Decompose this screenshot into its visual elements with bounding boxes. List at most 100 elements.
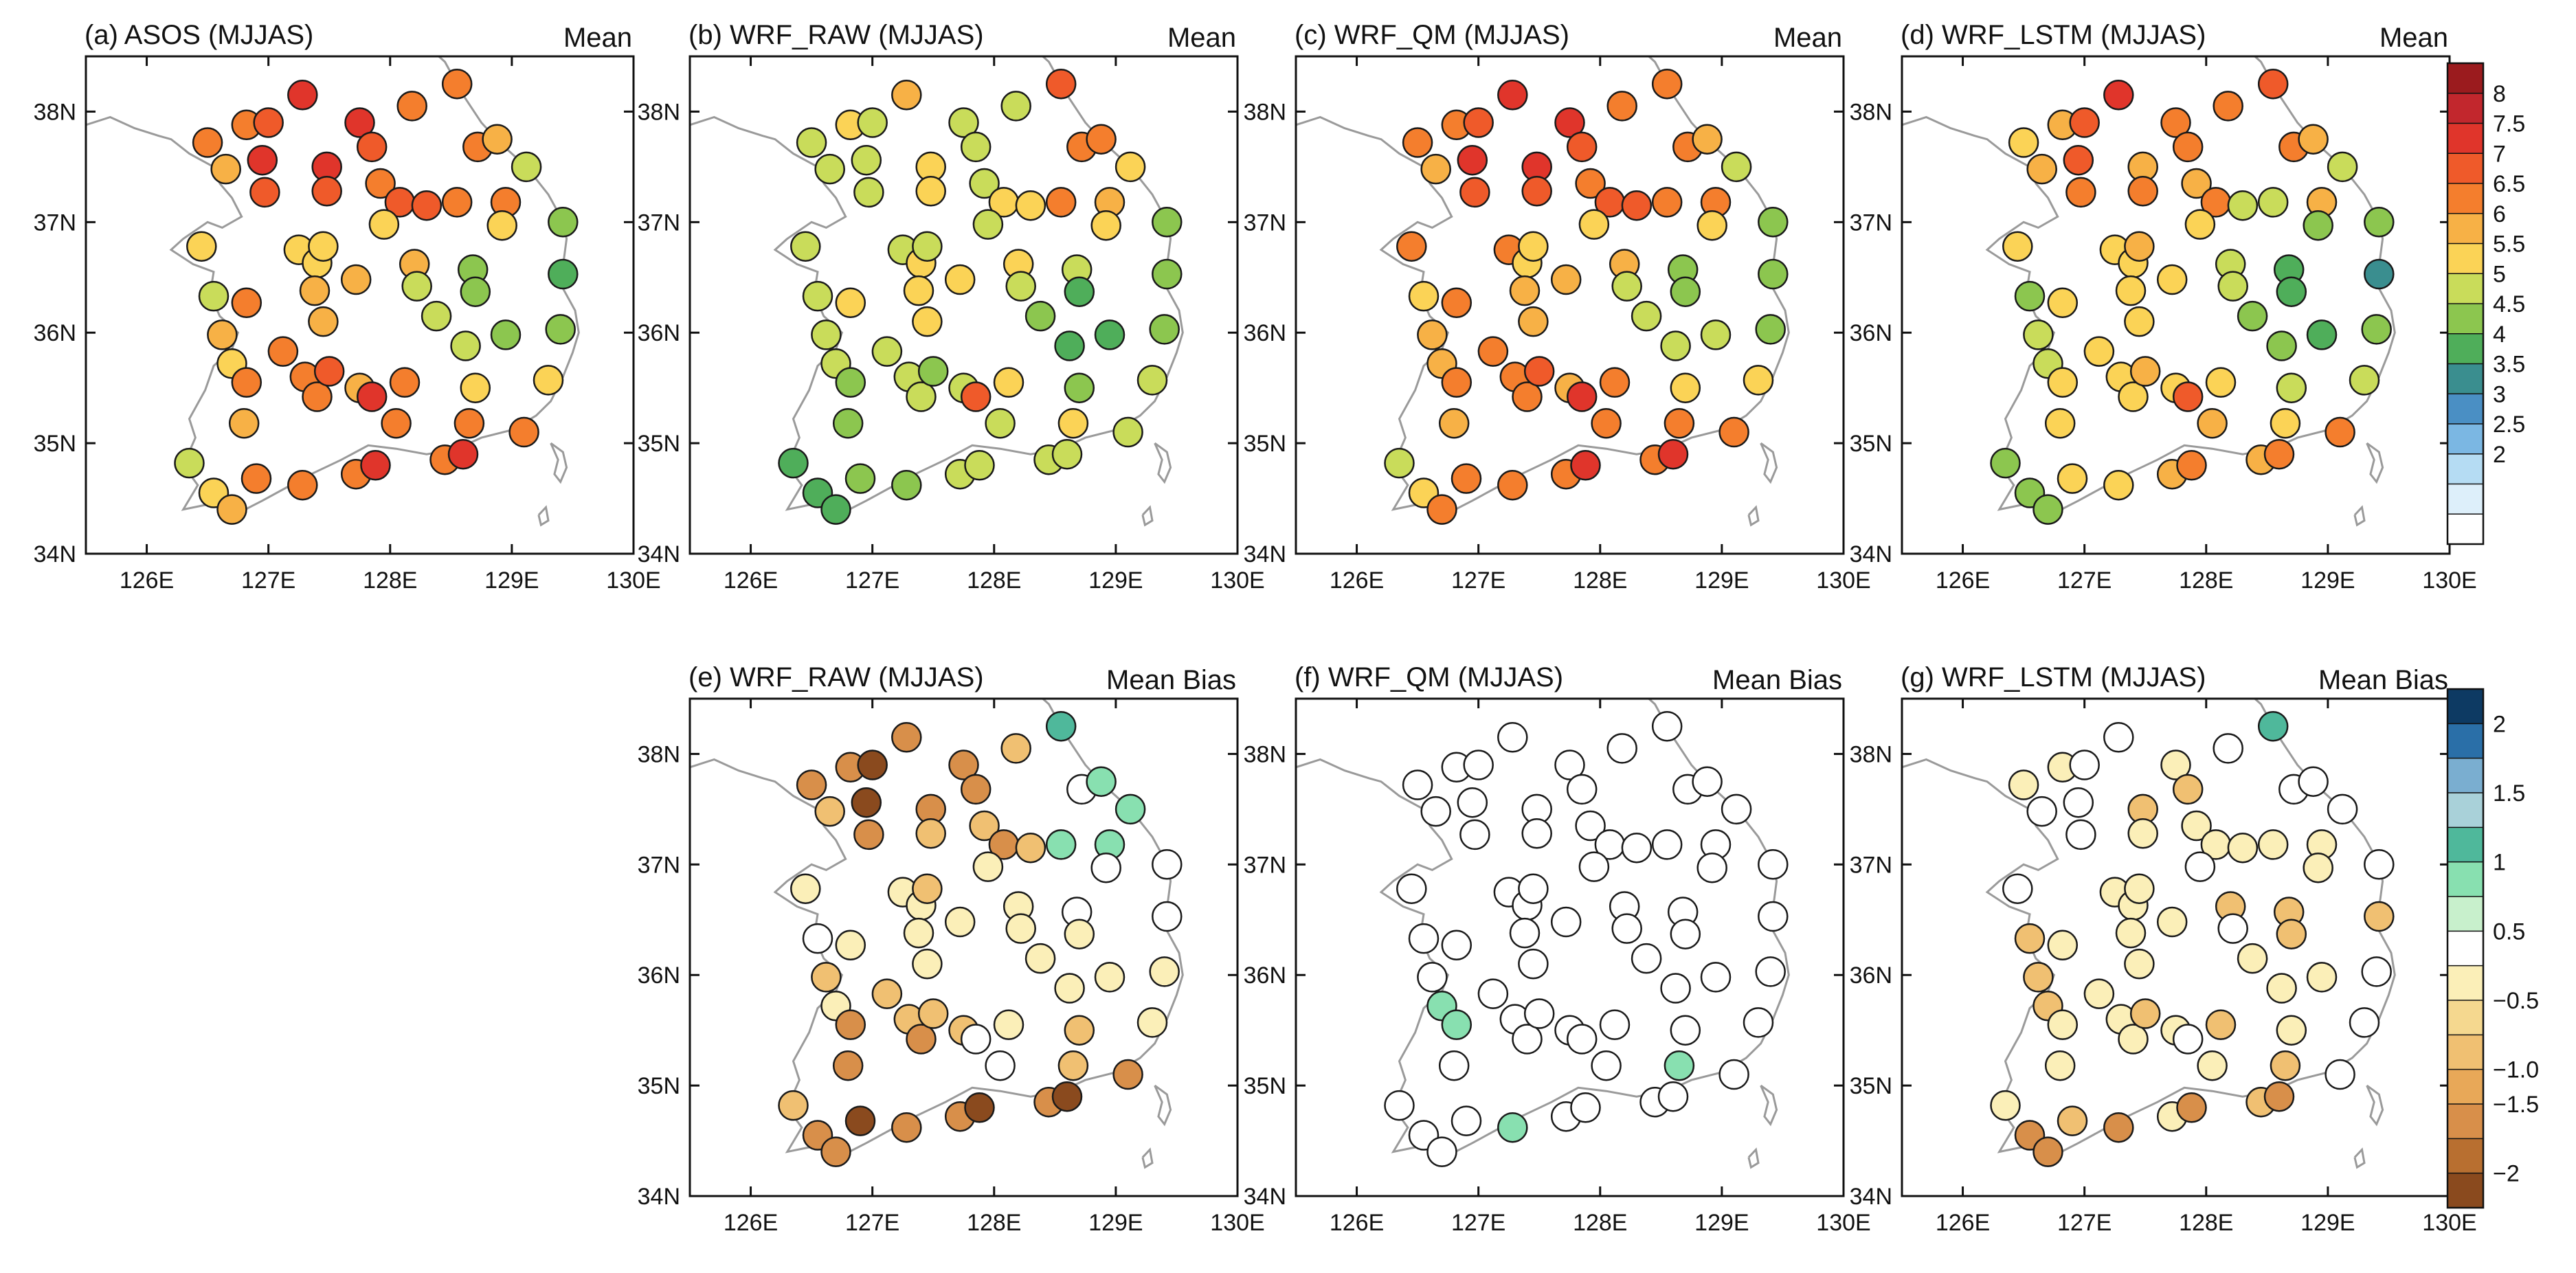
- x-tick-label: 127E: [845, 567, 899, 594]
- station-marker: [891, 722, 922, 753]
- x-tick-label: 129E: [1088, 1210, 1143, 1236]
- station-marker: [1477, 978, 1509, 1009]
- station-marker: [802, 923, 833, 954]
- station-marker: [1457, 144, 1488, 176]
- station-marker: [2026, 153, 2057, 185]
- station-marker: [511, 151, 542, 183]
- colorbar-cell: [2448, 827, 2483, 862]
- x-tick-label: 130E: [1816, 567, 1870, 594]
- colorbar-cell: [2448, 304, 2483, 334]
- island-outline: [2366, 1084, 2384, 1127]
- station-marker: [1758, 258, 1789, 290]
- colorbar-label: −0.5: [2493, 988, 2539, 1014]
- station-marker: [917, 998, 949, 1029]
- station-marker: [903, 275, 934, 306]
- station-marker: [2364, 207, 2395, 238]
- station-marker: [302, 381, 333, 412]
- station-marker: [396, 91, 427, 122]
- station-marker: [1718, 416, 1749, 448]
- colorbar-cell: [2448, 123, 2483, 154]
- colorbar-cell: [2448, 63, 2483, 93]
- station-marker: [2205, 1009, 2237, 1040]
- station-marker: [1094, 319, 1125, 350]
- panel-stat-label: Mean Bias: [1106, 665, 1236, 695]
- station-marker: [411, 190, 443, 221]
- station-marker: [2057, 463, 2088, 494]
- bias-colorbar: 2 1.5 1 0.5 −0.5 −1.0 −1.5 −2: [2446, 688, 2539, 1209]
- y-tick-label: 36N: [1850, 962, 1892, 989]
- station-marker: [871, 336, 903, 367]
- station-marker: [1152, 258, 1183, 290]
- station-marker: [1417, 962, 1448, 993]
- panel-title: (e) WRF_RAW (MJJAS): [688, 662, 984, 692]
- station-marker: [1700, 319, 1732, 350]
- station-marker: [1660, 973, 1691, 1004]
- station-marker: [2057, 1105, 2088, 1136]
- station-marker: [1606, 91, 1637, 122]
- station-marker: [906, 1024, 937, 1055]
- colorbar-cell: [2448, 1000, 2483, 1035]
- colorbar-cell: [2448, 93, 2483, 124]
- station-marker: [2044, 1050, 2076, 1081]
- colorbar-label: 2: [2493, 442, 2506, 468]
- station-marker: [2124, 873, 2155, 904]
- station-marker: [482, 124, 513, 155]
- station-marker: [1024, 943, 1056, 974]
- station-marker: [441, 187, 473, 218]
- station-marker: [2327, 793, 2358, 825]
- y-tick-label: 35N: [1850, 1073, 1892, 1099]
- y-tick-label: 38N: [638, 99, 680, 125]
- station-marker: [835, 287, 866, 319]
- y-tick-label: 34N: [1244, 1184, 1286, 1210]
- panel-title: (c) WRF_QM (MJJAS): [1295, 20, 1569, 50]
- station-marker: [811, 319, 842, 350]
- station-marker: [2069, 107, 2100, 138]
- station-marker: [2172, 1024, 2204, 1055]
- station-marker: [210, 153, 241, 185]
- station-marker: [2213, 733, 2243, 764]
- colorbar-cell: [2448, 484, 2483, 515]
- x-tick-label: 126E: [1330, 567, 1384, 594]
- station-marker: [231, 367, 262, 398]
- station-marker: [1651, 187, 1683, 218]
- station-marker: [853, 819, 884, 850]
- colorbars: 8 7.5 7 6.5 6 5.5 5 4.5 4 3.5 3 2.5 2 2 1.5 1 0.5 −0.5 −1.…: [2446, 62, 2539, 1209]
- station-marker: [832, 1050, 864, 1081]
- colorbar-label: 8: [2493, 81, 2506, 107]
- station-marker: [1718, 1059, 1749, 1090]
- station-marker: [1578, 209, 1610, 240]
- panel-title: (a) ASOS (MJJAS): [85, 20, 313, 50]
- station-marker: [2008, 127, 2039, 158]
- station-marker: [1149, 956, 1180, 987]
- station-marker: [1606, 733, 1637, 764]
- station-marker: [1417, 319, 1448, 350]
- station-marker: [1136, 1007, 1168, 1038]
- station-marker: [1575, 810, 1606, 842]
- coastline: [689, 697, 1184, 1159]
- station-marker: [2361, 956, 2392, 987]
- station-marker: [1057, 1050, 1089, 1081]
- station-marker: [2184, 851, 2216, 882]
- station-marker: [1664, 407, 1695, 439]
- station-marker: [2349, 365, 2380, 396]
- station-marker: [1591, 407, 1622, 439]
- x-tick-label: 130E: [606, 567, 660, 594]
- station-marker: [960, 131, 992, 163]
- station-marker: [2276, 276, 2307, 307]
- station-marker: [1015, 190, 1046, 221]
- x-tick-label: 126E: [724, 1210, 778, 1236]
- coastline: [1295, 697, 1790, 1159]
- station-marker: [972, 851, 1004, 882]
- station-marker: [1566, 1024, 1598, 1055]
- island-outline: [1154, 1084, 1172, 1127]
- station-marker: [490, 319, 522, 350]
- station-marker: [1112, 416, 1143, 448]
- station-marker: [2266, 330, 2297, 361]
- station-marker: [2083, 978, 2115, 1009]
- station-marker: [1384, 1090, 1415, 1121]
- colorbar-cell: [2448, 897, 2483, 932]
- station-marker: [1463, 750, 1494, 780]
- colorbar-label: 5.5: [2493, 232, 2525, 258]
- colorbar-cell: [2448, 363, 2483, 394]
